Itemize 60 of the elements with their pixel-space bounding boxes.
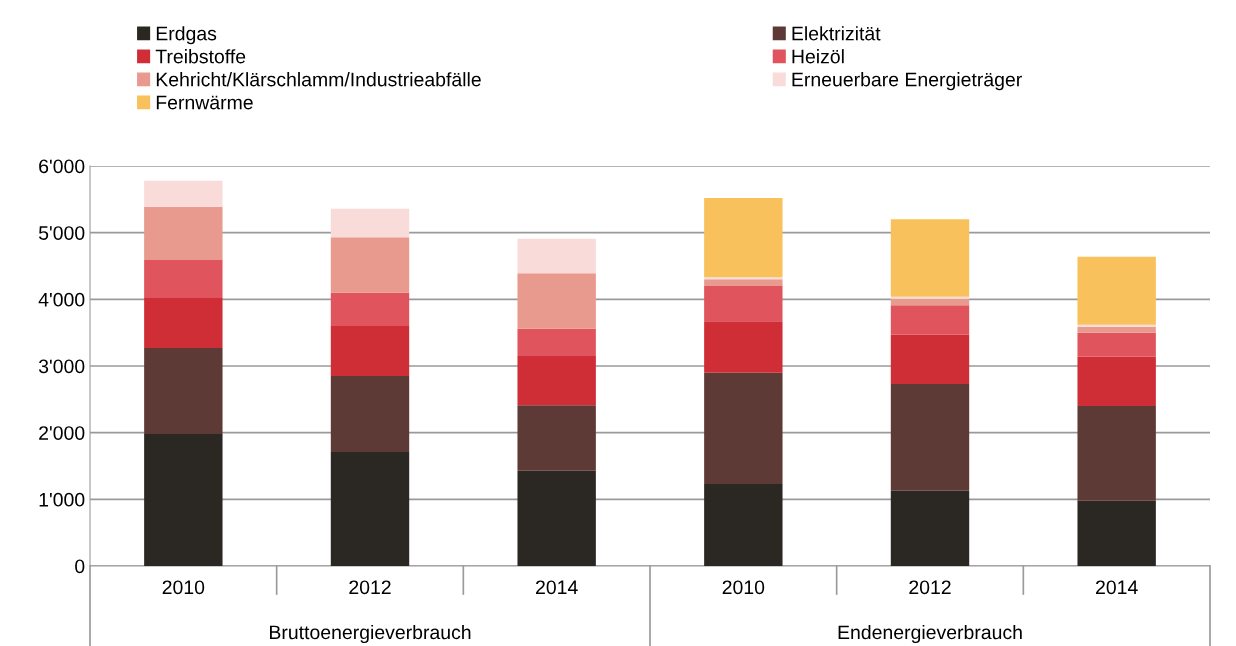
bar	[890, 334, 970, 384]
bar	[144, 180, 223, 207]
bar	[517, 238, 596, 274]
bar	[330, 208, 410, 238]
legend-label: Erneuerbare Energieträger	[792, 72, 1022, 91]
x-tick-label: 2010	[722, 580, 765, 595]
bar	[330, 376, 410, 452]
bar	[330, 326, 410, 376]
legend-label: Treibstoffe	[155, 49, 246, 64]
bar	[517, 470, 596, 566]
bar	[517, 273, 596, 329]
bar	[890, 296, 970, 299]
bar	[517, 328, 596, 356]
legend-label: Erdgas	[156, 26, 217, 45]
x-tick-label: 2012	[349, 580, 391, 595]
bar	[890, 490, 970, 566]
bar	[517, 405, 596, 471]
y-tick-label: 3'000	[38, 359, 85, 374]
x-tick-label: 2014	[536, 580, 578, 595]
bar	[1077, 256, 1156, 325]
bar	[144, 206, 223, 260]
bar	[1077, 326, 1156, 333]
bar	[1077, 324, 1156, 327]
bar	[704, 277, 783, 280]
legend-label: Fernwärme	[156, 95, 253, 110]
bar	[890, 219, 970, 297]
legend-label: Kehricht/Klärschlamm/Industrieabfälle	[156, 72, 481, 87]
y-tick-label: 2'000	[39, 426, 85, 440]
bar	[890, 305, 970, 335]
bar	[330, 452, 410, 566]
y-tick-label: 4'000	[38, 292, 85, 307]
legend-label: Heizöl	[792, 49, 844, 64]
bar	[704, 286, 783, 322]
bar	[330, 292, 410, 326]
text: Endenergieverbrauch	[838, 624, 1022, 644]
y-tick-label: 0	[75, 559, 85, 574]
bar	[144, 348, 223, 434]
bar	[704, 279, 783, 286]
x-tick-label: 2014	[1096, 580, 1138, 595]
bar	[144, 260, 223, 298]
bar	[517, 356, 596, 406]
bar	[1077, 332, 1156, 357]
x-tick-label: 2010	[162, 580, 205, 595]
bar	[704, 198, 783, 278]
bar	[1077, 356, 1156, 406]
legend-label: Elektrizität	[792, 26, 881, 41]
bar	[1077, 406, 1156, 501]
bar	[704, 372, 783, 484]
bar	[890, 384, 970, 491]
bar	[704, 321, 783, 373]
bar	[144, 434, 223, 566]
text: Bruttoenergieverbrauch	[270, 624, 471, 644]
y-tick-label: 6'000	[39, 159, 85, 174]
bar	[1077, 500, 1156, 566]
y-tick-label: 5'000	[38, 226, 85, 240]
x-tick-label: 2012	[909, 580, 951, 595]
y-tick-label: 1'000	[39, 492, 85, 507]
bar	[704, 484, 783, 566]
bar	[330, 237, 410, 293]
bar	[144, 298, 223, 348]
